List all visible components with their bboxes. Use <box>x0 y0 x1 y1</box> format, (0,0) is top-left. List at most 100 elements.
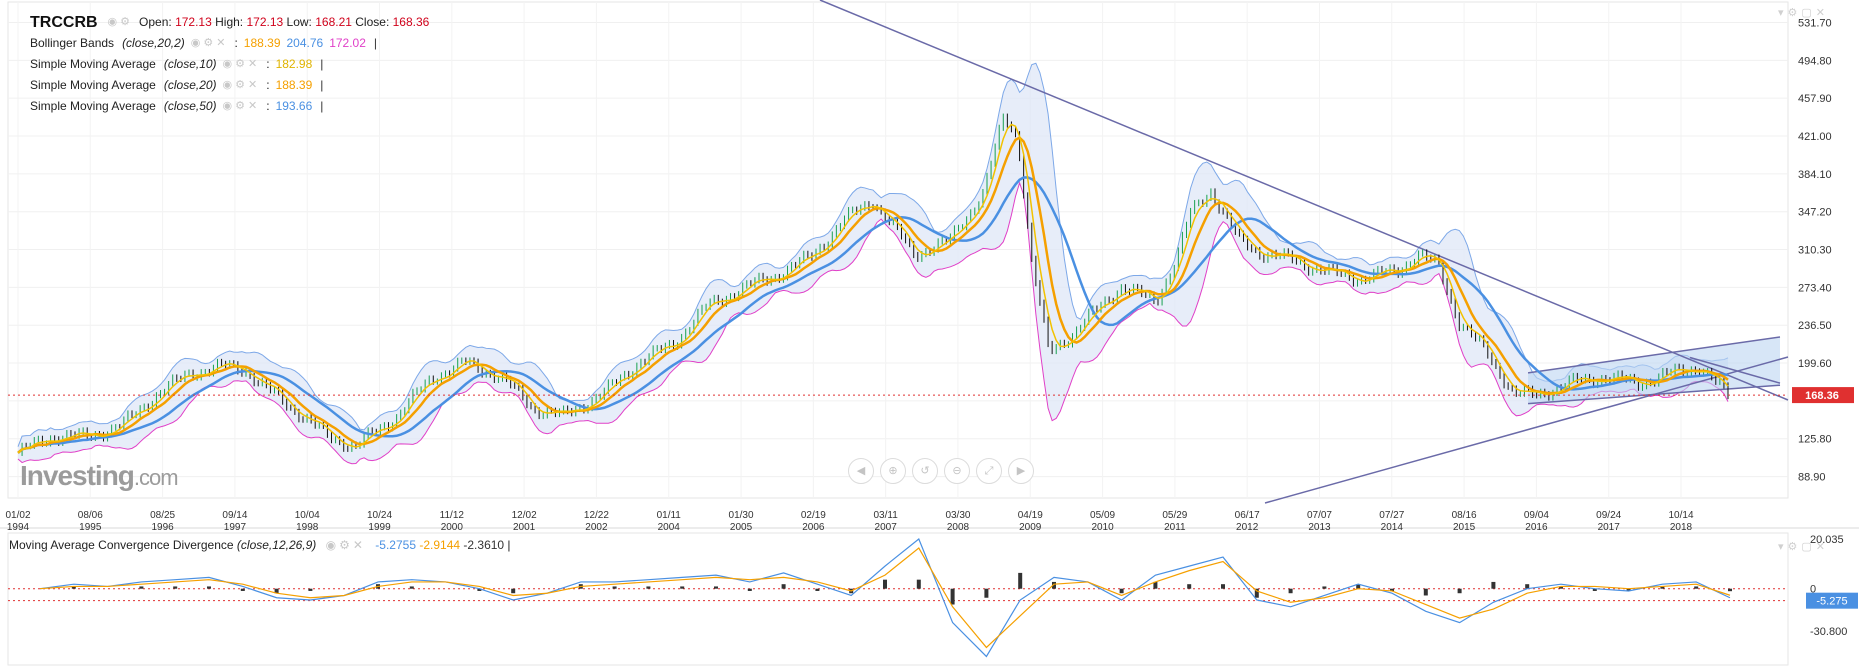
last-price-line: 168.36 <box>8 387 1854 404</box>
open-value: 172.13 <box>175 15 212 29</box>
macd-histogram-bar <box>1052 581 1056 589</box>
bollinger-upper <box>17 62 1729 447</box>
ohlc-row: TRCCRB ◉⚙ Open: 172.13 High: 172.13 Low:… <box>30 14 430 31</box>
macd-histogram-bar <box>207 586 211 589</box>
time-tick-label: 08/16 <box>1452 510 1477 521</box>
macd-histogram-bar <box>1559 586 1563 589</box>
macd-histogram-bar <box>274 588 279 594</box>
macd-histogram-bar <box>1254 588 1259 598</box>
time-tick-label: 07/07 <box>1307 510 1332 521</box>
sma10-legend: Simple Moving Average (close,10) ◉⚙✕: 182… <box>30 54 429 75</box>
macd-histogram-bar <box>1356 584 1361 589</box>
macd-tools-icon[interactable]: ▾⚙▢✕ <box>1778 541 1829 553</box>
macd-histogram-bar <box>1221 584 1225 589</box>
price-tick-label: 347.20 <box>1798 207 1832 219</box>
time-tick-label: 2007 <box>875 522 898 533</box>
moving-averages <box>17 123 1729 454</box>
zoom-out-icon[interactable]: ⊖ <box>944 458 970 484</box>
eye-icon[interactable]: ◉⚙ <box>107 16 134 28</box>
reset-icon[interactable]: ↺ <box>912 458 938 484</box>
macd-histogram-bar <box>1390 588 1394 591</box>
last-price-tag <box>1792 387 1854 404</box>
macd-histogram-bar <box>1322 586 1327 589</box>
macd-histogram-bar <box>1728 588 1732 592</box>
indicator-settings-icon[interactable]: ◉⚙✕ <box>325 538 366 552</box>
macd-histogram-bar <box>1457 588 1462 594</box>
sma10-line <box>17 123 1729 454</box>
time-tick-label: 2001 <box>513 522 536 533</box>
investing-logo: Investing.com <box>20 460 179 491</box>
macd-histogram-bar <box>308 588 313 591</box>
macd-histogram-bar <box>477 588 482 591</box>
time-tick-label: 11/12 <box>440 510 465 521</box>
price-tick-label: 421.00 <box>1798 131 1832 143</box>
time-tick-label: 09/14 <box>222 510 247 521</box>
time-tick-label: 10/24 <box>367 510 392 521</box>
time-tick-label: 2016 <box>1525 522 1548 533</box>
macd-histogram-bar <box>1491 581 1496 589</box>
macd-histogram-bar <box>1288 588 1293 594</box>
bollinger-legend: Bollinger Bands (close,20,2) ◉⚙✕: 188.39 … <box>30 33 429 54</box>
time-tick-label: 05/29 <box>1162 510 1187 521</box>
sma50-legend: Simple Moving Average (close,50) ◉⚙✕: 193… <box>30 96 429 117</box>
price-tick-label: 457.90 <box>1798 93 1832 105</box>
time-tick-label: 2005 <box>730 522 753 533</box>
macd-histogram-bar <box>1423 588 1428 596</box>
macd-histogram-bar <box>781 584 786 589</box>
macd-legend: Moving Average Convergence Divergence (c… <box>9 538 511 552</box>
indicator-settings-icon[interactable]: ◉⚙✕ <box>222 58 261 70</box>
price-tick-label: 88.90 <box>1798 472 1826 484</box>
macd-histogram-bar <box>1592 588 1597 591</box>
macd-histogram-bar <box>1525 584 1530 589</box>
zoom-in-icon[interactable]: ⊕ <box>880 458 906 484</box>
macd-histogram-bar <box>71 586 76 589</box>
price-tick-label: 199.60 <box>1798 358 1832 370</box>
price-tick-label: 531.70 <box>1798 18 1832 30</box>
time-tick-label: 07/27 <box>1379 510 1404 521</box>
chart-navigation: ◀ ⊕ ↺ ⊖ ⤢ ▶ <box>848 458 1034 484</box>
price-tick-label: 384.10 <box>1798 169 1832 181</box>
sma20-line <box>17 136 1729 454</box>
macd-histogram-bar <box>409 586 414 589</box>
macd-histogram-bar <box>1660 586 1665 589</box>
macd-histogram-bar <box>139 586 144 589</box>
bollinger-fill <box>18 63 1728 464</box>
macd-histogram-bar <box>714 586 718 589</box>
macd-tick-label: 0 <box>1810 584 1816 596</box>
price-axis: 531.70 494.80 457.90 421.00 384.10 347.20 310.… <box>1798 18 1832 484</box>
macd-pane: 20.035 0 -30.800 -5.275 <box>8 534 1858 658</box>
time-tick-label: 04/19 <box>1018 510 1043 521</box>
symbol-title: TRCCRB <box>30 14 98 31</box>
fit-icon[interactable]: ⤢ <box>976 458 1002 484</box>
signal-line <box>39 547 1731 649</box>
macd-histogram-bar <box>1626 588 1631 591</box>
macd-line <box>39 538 1731 658</box>
last-price-label: 168.36 <box>1805 390 1839 402</box>
macd-histogram-bar <box>916 579 921 589</box>
price-tick-label: 125.80 <box>1798 434 1832 446</box>
chart-tools-icon[interactable]: ▾⚙▢✕ <box>1778 7 1829 19</box>
time-tick-label: 2012 <box>1236 522 1259 533</box>
indicator-settings-icon[interactable]: ◉⚙✕ <box>222 100 261 112</box>
time-tick-label: 01/02 <box>5 510 30 521</box>
time-tick-label: 2014 <box>1381 522 1404 533</box>
scroll-left-icon[interactable]: ◀ <box>848 458 874 484</box>
indicator-settings-icon[interactable]: ◉⚙✕ <box>222 79 261 91</box>
macd-tick-label: 20.035 <box>1810 534 1844 546</box>
macd-histogram-bar <box>747 588 752 591</box>
time-tick-label: 2015 <box>1453 522 1476 533</box>
time-tick-label: 1995 <box>79 522 102 533</box>
macd-last-tag <box>1806 592 1858 609</box>
price-tick-label: 310.30 <box>1798 245 1832 257</box>
channel-diagonal <box>1689 356 1781 384</box>
time-tick-label: 02/19 <box>801 510 826 521</box>
time-tick-label: 1999 <box>368 522 391 533</box>
macd-histogram-bar <box>240 588 245 591</box>
time-tick-label: 2000 <box>441 522 464 533</box>
indicator-settings-icon[interactable]: ◉⚙✕ <box>190 37 229 49</box>
scroll-right-icon[interactable]: ▶ <box>1008 458 1034 484</box>
macd-histogram-bar <box>815 588 820 591</box>
